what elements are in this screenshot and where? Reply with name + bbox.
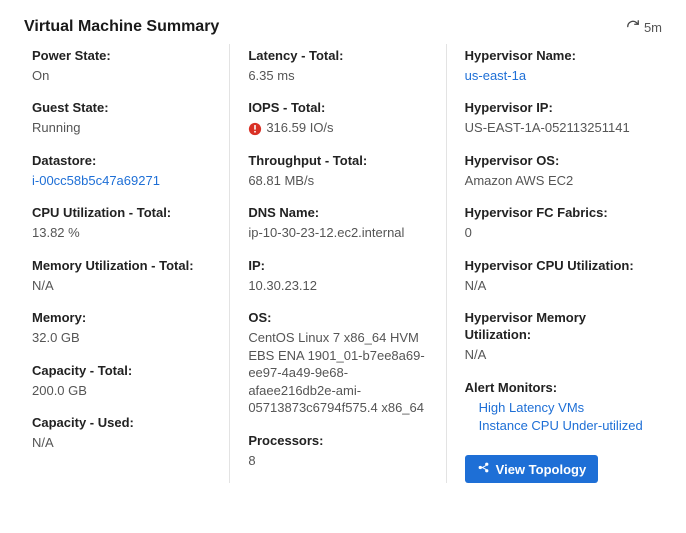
item-label: OS: (248, 310, 427, 327)
refresh-indicator[interactable]: 5m (626, 19, 662, 36)
vm-summary-panel: Virtual Machine Summary 5m Power State: O… (0, 0, 686, 507)
item-label: Processors: (248, 433, 427, 450)
summary-item: Memory: 32.0 GB (32, 310, 211, 346)
item-label: Guest State: (32, 100, 211, 117)
share-icon (477, 461, 490, 477)
item-value: N/A (465, 277, 644, 295)
item-value: N/A (32, 434, 211, 452)
summary-item: Hypervisor Name: us-east-1a (465, 48, 644, 84)
item-label: Capacity - Used: (32, 415, 211, 432)
refresh-interval: 5m (644, 20, 662, 35)
summary-item: IOPS - Total: 316.59 IO/s (248, 100, 427, 136)
item-label: DNS Name: (248, 205, 427, 222)
summary-item: Processors: 8 (248, 433, 427, 469)
summary-item: Memory Utilization - Total: N/A (32, 258, 211, 294)
alert-monitors: Alert Monitors: High Latency VMs Instance … (465, 380, 644, 434)
item-label: Alert Monitors: (465, 380, 644, 397)
item-label: Memory Utilization - Total: (32, 258, 211, 275)
summary-item: Capacity - Total: 200.0 GB (32, 363, 211, 399)
summary-item: IP: 10.30.23.12 (248, 258, 427, 294)
summary-item: Hypervisor FC Fabrics: 0 (465, 205, 644, 241)
item-value: Running (32, 119, 211, 137)
item-label: Hypervisor CPU Utilization: (465, 258, 644, 275)
summary-item: Guest State: Running (32, 100, 211, 136)
summary-item: OS: CentOS Linux 7 x86_64 HVM EBS ENA 190… (248, 310, 427, 417)
item-value: 10.30.23.12 (248, 277, 427, 295)
view-topology-button[interactable]: View Topology (465, 455, 599, 483)
alert-list: High Latency VMs Instance CPU Under-utili… (465, 400, 644, 433)
item-label: Hypervisor IP: (465, 100, 644, 117)
item-value-link[interactable]: us-east-1a (465, 67, 644, 85)
item-value: 13.82 % (32, 224, 211, 242)
item-label: Latency - Total: (248, 48, 427, 65)
item-value: Amazon AWS EC2 (465, 172, 644, 190)
summary-item: Power State: On (32, 48, 211, 84)
item-label: IP: (248, 258, 427, 275)
summary-item: Hypervisor Memory Utilization: N/A (465, 310, 644, 363)
item-value: 32.0 GB (32, 329, 211, 347)
item-value: CentOS Linux 7 x86_64 HVM EBS ENA 1901_0… (248, 329, 427, 417)
item-value: 68.81 MB/s (248, 172, 427, 190)
alert-link[interactable]: High Latency VMs (479, 400, 644, 415)
warning-icon (248, 122, 262, 136)
item-value: ip-10-30-23-12.ec2.internal (248, 224, 427, 242)
item-label: CPU Utilization - Total: (32, 205, 211, 222)
item-label: Datastore: (32, 153, 211, 170)
alert-link[interactable]: Instance CPU Under-utilized (479, 418, 644, 433)
item-label: Capacity - Total: (32, 363, 211, 380)
item-value: 6.35 ms (248, 67, 427, 85)
item-value: 316.59 IO/s (248, 119, 427, 137)
column-1: Power State: On Guest State: Running Datasto… (24, 44, 229, 483)
item-label: Hypervisor FC Fabrics: (465, 205, 644, 222)
summary-item: Throughput - Total: 68.81 MB/s (248, 153, 427, 189)
item-value: On (32, 67, 211, 85)
summary-item: Hypervisor CPU Utilization: N/A (465, 258, 644, 294)
item-label: Hypervisor Memory Utilization: (465, 310, 644, 344)
button-label: View Topology (496, 462, 587, 477)
summary-item: CPU Utilization - Total: 13.82 % (32, 205, 211, 241)
summary-item: Capacity - Used: N/A (32, 415, 211, 451)
summary-item: DNS Name: ip-10-30-23-12.ec2.internal (248, 205, 427, 241)
page-title: Virtual Machine Summary (24, 18, 219, 36)
item-label: Hypervisor OS: (465, 153, 644, 170)
summary-item: Datastore: i-00cc58b5c47a69271 (32, 153, 211, 189)
item-value: 0 (465, 224, 644, 242)
item-label: Throughput - Total: (248, 153, 427, 170)
item-label: IOPS - Total: (248, 100, 427, 117)
item-value: US-EAST-1A-052113251141 (465, 119, 644, 137)
column-3: Hypervisor Name: us-east-1a Hypervisor IP:… (446, 44, 662, 483)
item-label: Hypervisor Name: (465, 48, 644, 65)
item-value: 200.0 GB (32, 382, 211, 400)
item-value: N/A (32, 277, 211, 295)
item-value: N/A (465, 346, 644, 364)
item-value: 8 (248, 452, 427, 470)
refresh-icon (626, 19, 640, 36)
summary-item: Hypervisor IP: US-EAST-1A-052113251141 (465, 100, 644, 136)
item-value-link[interactable]: i-00cc58b5c47a69271 (32, 172, 211, 190)
summary-item: Hypervisor OS: Amazon AWS EC2 (465, 153, 644, 189)
summary-item: Latency - Total: 6.35 ms (248, 48, 427, 84)
item-label: Power State: (32, 48, 211, 65)
columns: Power State: On Guest State: Running Datasto… (24, 44, 662, 483)
item-label: Memory: (32, 310, 211, 327)
column-2: Latency - Total: 6.35 ms IOPS - Total: 316.… (229, 44, 445, 483)
panel-header: Virtual Machine Summary 5m (24, 18, 662, 36)
